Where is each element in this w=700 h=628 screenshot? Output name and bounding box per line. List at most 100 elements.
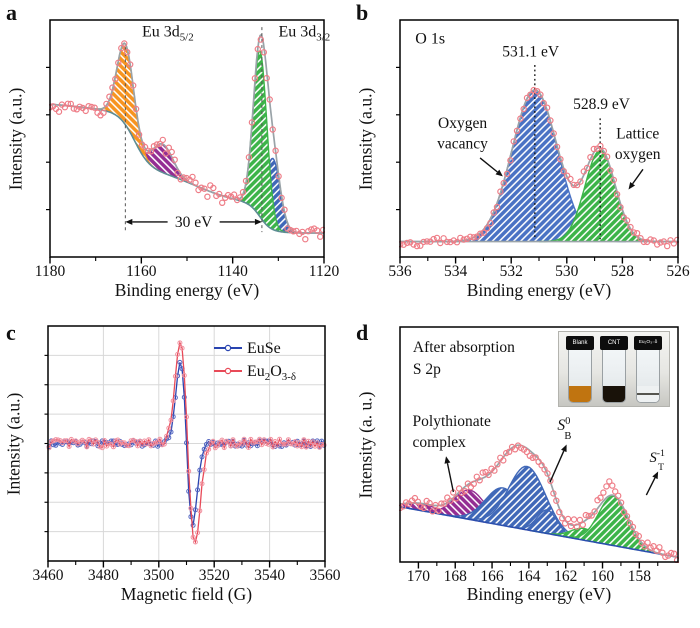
- x-tick-label: 3540: [254, 567, 285, 584]
- x-tick-label: 168: [444, 568, 468, 585]
- panel-c-letter: c: [6, 320, 16, 345]
- annotation-text: Eu 3d5/2: [142, 24, 194, 44]
- annotation-text: O 1s: [415, 31, 445, 48]
- axes: 3460 3480 3500 3520 3540 3560: [33, 325, 341, 584]
- vial-blank: Blank: [566, 336, 594, 404]
- peak-fill-0: [443, 89, 626, 242]
- x-tick-label: 3520: [199, 567, 230, 584]
- peak-fill-6: [554, 496, 673, 557]
- legend-label-EuSe: EuSe: [247, 340, 281, 357]
- annotation-text: oxygen: [615, 146, 661, 163]
- vial-cnt: CNT: [600, 336, 628, 404]
- panel-b-yaxis-label: Intensity (a.u.): [355, 87, 376, 191]
- panel-b-letter: b: [356, 0, 369, 25]
- panel-d-yaxis-label: Intensity (a. u.): [355, 391, 376, 499]
- annotation-text: 531.1 eV: [502, 44, 560, 61]
- annotation-text: 528.9 eV: [573, 96, 631, 113]
- data-points: [399, 442, 679, 563]
- panel-a: 30 eV Eu 3d5/2 Eu 3d3/2 1180 1160 1140 1120 a …: [0, 0, 350, 314]
- vial-liquid: [603, 386, 625, 402]
- panel-b-xaxis-label: Binding energy (eV): [466, 280, 612, 300]
- panel-a-letter: a: [6, 0, 17, 25]
- panel-c-yaxis-label: Intensity (a.u.): [3, 392, 24, 496]
- panel-c-xaxis-label: Magnetic field (G): [120, 584, 253, 604]
- vial-label: CNT: [607, 340, 621, 346]
- vial-cap: Eu₂O₃₋δ: [634, 336, 662, 350]
- panel-b-chart: O 1s 531.1 eV 528.9 eV Oxygen vacancy Lattice…: [388, 19, 690, 280]
- vial-cap: CNT: [600, 336, 628, 350]
- panel-a-xaxis-label: Binding energy (eV): [114, 280, 260, 300]
- vial-label: Blank: [572, 340, 588, 346]
- vial-cap: Blank: [566, 336, 594, 350]
- x-tick-label: 530: [555, 263, 579, 280]
- x-tick-label: 1120: [309, 263, 340, 280]
- separation-arrow: [125, 218, 262, 225]
- annotation-text: complex: [413, 434, 467, 451]
- callout-arrows: [479, 157, 644, 190]
- vial-body: [602, 350, 626, 403]
- panel-c: EuSe Eu2O3-δ 3460 3480 3500 3520 3540 3560 c Ma…: [0, 314, 350, 628]
- separation-label: 30 eV: [175, 214, 213, 231]
- panel-d-xaxis-label: Binding energy (eV): [466, 584, 612, 604]
- data-points: [49, 36, 325, 243]
- x-tick-label: 166: [480, 568, 504, 585]
- x-tick-label: 1160: [126, 263, 157, 280]
- annotation-text: Oxygen: [438, 115, 487, 132]
- x-tick-label: 164: [517, 568, 541, 585]
- photo-inset-vials: Blank CNT Eu₂O₃₋δ: [558, 331, 670, 407]
- series-Eu2O3-δ: [46, 340, 327, 545]
- annotation-text: After absorption: [413, 339, 515, 356]
- vial-liquid: [569, 386, 591, 402]
- annotation-text: Lattice: [616, 126, 659, 143]
- panel-d-letter: d: [356, 320, 369, 345]
- panel-a-chart: 30 eV Eu 3d5/2 Eu 3d3/2 1180 1160 1140 1120: [35, 19, 340, 280]
- axes: 1180 1160 1140 1120: [35, 19, 340, 280]
- vial-body: [636, 350, 660, 403]
- x-tick-label: 532: [500, 263, 523, 280]
- x-tick-label: 1180: [35, 263, 66, 280]
- x-tick-label: 3460: [33, 567, 64, 584]
- plot-area: [400, 89, 678, 243]
- plot-area: [49, 33, 324, 235]
- peak-fill-1: [539, 150, 662, 242]
- peak-fill-1: [407, 490, 533, 531]
- panel-d: After absorption S 2p Polythionate complex S…: [350, 314, 700, 628]
- peak-fill-3: [453, 466, 601, 544]
- annotation-text: S 2p: [413, 361, 441, 378]
- vial-label: Eu₂O₃₋δ: [638, 340, 658, 345]
- x-tick-label: 534: [444, 263, 468, 280]
- annotation-text: S-1 T: [649, 448, 665, 473]
- axes: 536 534 532 530 528 526: [388, 19, 690, 280]
- x-tick-label: 162: [554, 568, 577, 585]
- annotation-text: S0 B: [557, 416, 571, 442]
- x-tick-label: 160: [591, 568, 615, 585]
- sediment-band: [637, 392, 659, 395]
- x-tick-label: 3500: [143, 567, 174, 584]
- legend-label-Eu2O3-δ: Eu2O3-δ: [247, 363, 296, 383]
- vial-eu2o3: Eu₂O₃₋δ: [634, 336, 662, 404]
- x-tick-label: 528: [611, 263, 635, 280]
- panel-a-yaxis-label: Intensity (a.u.): [5, 87, 26, 191]
- peak-fill-1: [232, 51, 288, 233]
- x-tick-label: 158: [628, 568, 652, 585]
- x-tick-label: 1140: [217, 263, 248, 280]
- peak-fill-3: [92, 43, 159, 171]
- x-tick-label: 170: [407, 568, 431, 585]
- x-tick-label: 3560: [310, 567, 341, 584]
- annotation-text: Polythionate: [413, 413, 491, 430]
- axes: 170 168 166 164 162 160 158: [399, 326, 679, 585]
- peak-fill-2: [122, 121, 203, 189]
- x-tick-label: 536: [388, 263, 412, 280]
- x-tick-label: 3480: [88, 567, 119, 584]
- panel-b: O 1s 531.1 eV 528.9 eV Oxygen vacancy Lattice…: [350, 0, 700, 314]
- background-line: [399, 506, 679, 559]
- x-tick-label: 526: [666, 263, 690, 280]
- panel-c-chart: EuSe Eu2O3-δ 3460 3480 3500 3520 3540 3560: [33, 325, 341, 584]
- legend: EuSe Eu2O3-δ: [214, 340, 296, 383]
- annotation-text: Eu 3d3/2: [279, 24, 331, 44]
- callout-arrows: [444, 444, 659, 496]
- peak-fill-4: [506, 510, 588, 541]
- vial-body: [568, 350, 592, 403]
- panel-d-chart: After absorption S 2p Polythionate complex S…: [399, 326, 679, 585]
